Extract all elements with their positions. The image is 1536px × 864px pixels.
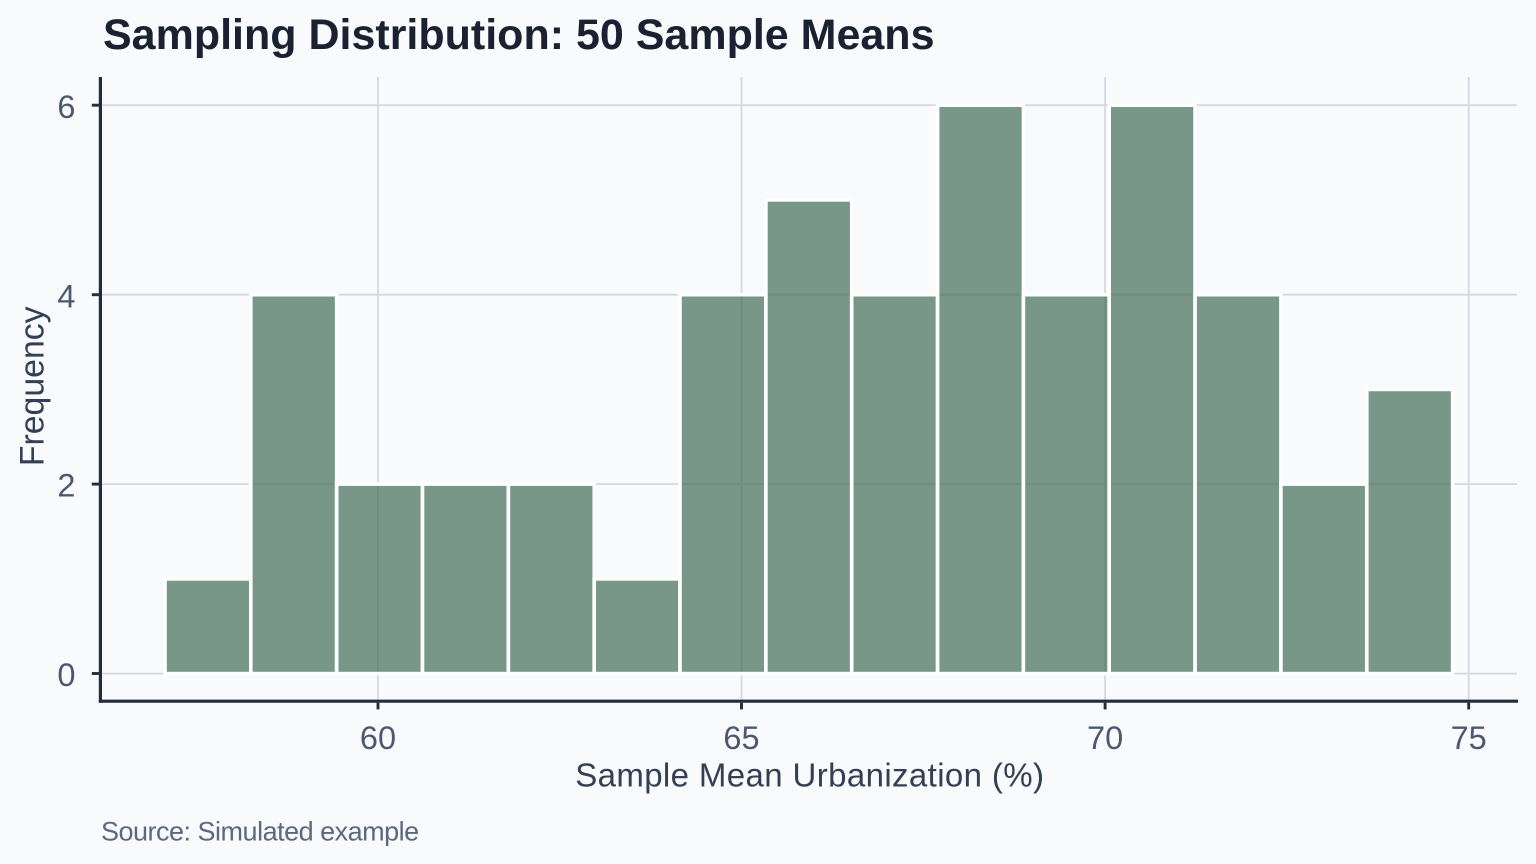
svg-text:4: 4 (57, 278, 75, 314)
svg-text:Source: Simulated example: Source: Simulated example (101, 816, 419, 846)
svg-text:60: 60 (360, 720, 396, 756)
svg-text:Sampling Distribution: 50 Samp: Sampling Distribution: 50 Sample Means (103, 11, 935, 59)
svg-text:2: 2 (57, 468, 75, 504)
svg-text:0: 0 (57, 657, 75, 693)
svg-text:Frequency: Frequency (14, 306, 52, 466)
svg-text:Sample Mean Urbanization (%): Sample Mean Urbanization (%) (575, 757, 1044, 794)
svg-text:70: 70 (1087, 720, 1123, 756)
svg-text:6: 6 (57, 89, 75, 125)
svg-text:65: 65 (723, 720, 759, 756)
svg-text:75: 75 (1451, 720, 1487, 756)
